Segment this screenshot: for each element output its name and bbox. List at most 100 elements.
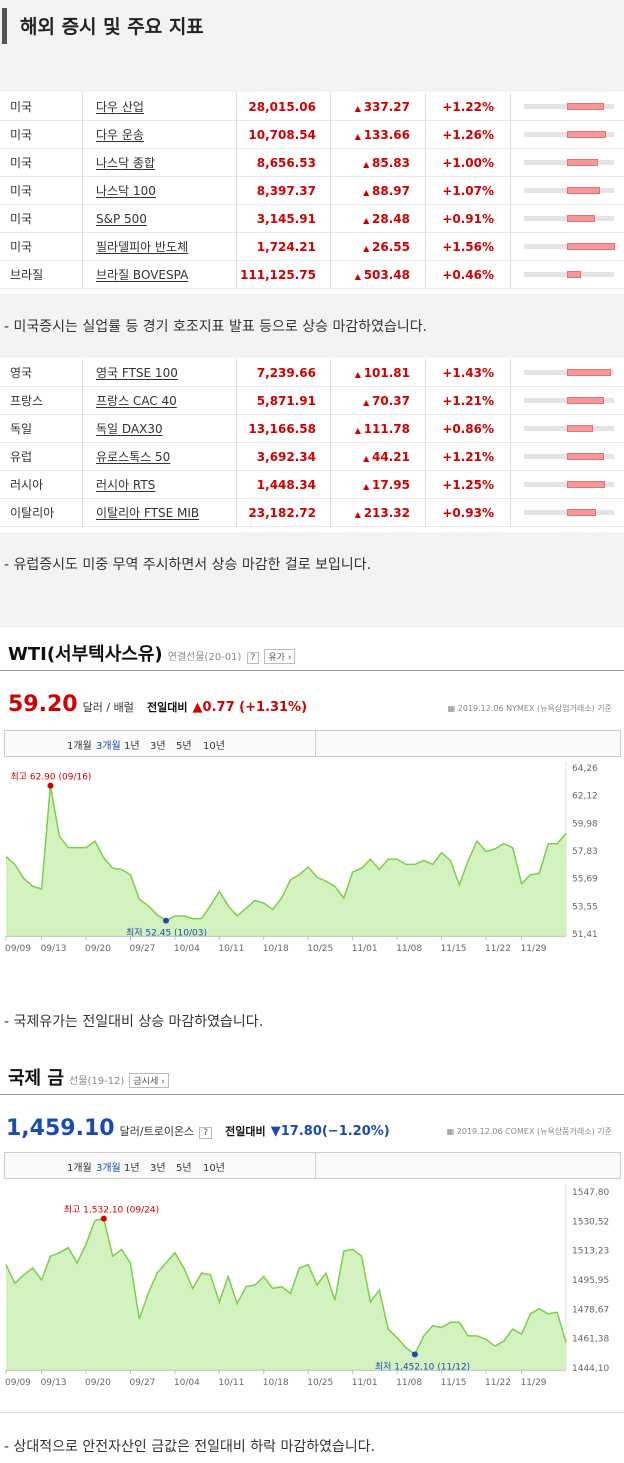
low-label: 최저 1,452.10 (11/12)	[375, 1361, 470, 1372]
period-tab[interactable]: 3개월	[96, 1163, 121, 1174]
index-pct: +0.86%	[442, 422, 494, 436]
period-tab[interactable]: 3년	[150, 741, 166, 752]
column-divider	[510, 149, 511, 177]
table-row: 이탈리아 이탈리아 FTSE MIB 23,182.72 ▲ 213.32 +0.93%	[0, 499, 624, 527]
y-tick-label: 1495,95	[572, 1276, 609, 1286]
table-row: 러시아 러시아 RTS 1,448.34 ▲ 17.95 +1.25%	[0, 471, 624, 499]
gold-title: 국제 금	[8, 1068, 64, 1089]
column-divider	[510, 121, 511, 149]
oil-title: WTI(서부텍사스유)	[8, 644, 163, 665]
period-tab[interactable]: 1개월	[67, 1163, 92, 1174]
period-tab[interactable]: 3년	[150, 1163, 166, 1174]
column-divider	[236, 359, 237, 387]
index-name-link[interactable]: 브라질 BOVESPA	[96, 268, 189, 282]
change-bar-fill	[567, 103, 604, 110]
x-tick-label: 09/20	[85, 944, 111, 954]
y-tick-label: 1478,67	[572, 1305, 609, 1315]
index-name-link[interactable]: S&P 500	[96, 212, 147, 226]
index-name-link[interactable]: 유로스톡스 50	[96, 450, 171, 464]
x-tick-label: 11/29	[521, 1378, 547, 1388]
column-divider	[330, 415, 331, 443]
index-name-link[interactable]: 나스닥 100	[96, 184, 156, 198]
column-divider	[82, 443, 83, 471]
column-divider	[330, 499, 331, 527]
index-name-link[interactable]: 프랑스 CAC 40	[96, 394, 177, 408]
index-value: 3,692.34	[256, 450, 316, 464]
index-change-value: 28.48	[372, 212, 410, 226]
index-change: ▲ 111.78	[330, 415, 410, 443]
gold-unit: 달러/트로이온스	[119, 1125, 195, 1138]
period-tab[interactable]: 10년	[203, 1163, 225, 1174]
index-name-link[interactable]: 나스닥 종합	[96, 156, 156, 170]
column-divider	[425, 471, 426, 499]
period-tab[interactable]: 5년	[176, 741, 192, 752]
period-tab[interactable]: 1년	[124, 741, 140, 752]
period-tab[interactable]: 1개월	[67, 741, 92, 752]
column-divider	[330, 233, 331, 261]
x-tick-label: 10/18	[263, 1378, 289, 1388]
index-change-value: 17.95	[372, 478, 410, 492]
index-change: ▲ 44.21	[330, 443, 410, 471]
gold-tag-button[interactable]: 금시세 ›	[129, 1073, 169, 1088]
calendar-icon: ▦	[447, 704, 456, 713]
index-name-link[interactable]: 다우 산업	[96, 100, 144, 114]
row-country: 러시아	[10, 478, 44, 492]
up-arrow-icon: ▲	[363, 454, 373, 463]
change-bar-fill	[567, 453, 604, 460]
index-name-link[interactable]: 필라델피아 반도체	[96, 240, 189, 254]
index-pct: +0.91%	[442, 212, 494, 226]
index-name-link[interactable]: 러시아 RTS	[96, 478, 156, 492]
note-us: - 미국증시는 실업률 등 경기 호조지표 발표 등으로 상승 마감하였습니다.	[4, 319, 428, 335]
gold-help-icon[interactable]: ?	[199, 1127, 213, 1139]
index-change-value: 213.32	[363, 506, 410, 520]
x-tick-label: 11/08	[396, 1378, 422, 1388]
index-change: ▲ 101.81	[330, 359, 410, 387]
gold-title-row: 국제 금 선물(19-12) 금시세 ›	[8, 1064, 169, 1090]
column-divider	[425, 149, 426, 177]
index-value: 1,448.34	[256, 478, 316, 492]
index-name-link[interactable]: 독일 DAX30	[96, 422, 163, 436]
column-divider	[82, 387, 83, 415]
column-divider	[82, 93, 83, 121]
section-header: 해외 증시 및 주요 지표	[0, 0, 624, 48]
index-pct: +1.00%	[442, 156, 494, 170]
column-divider	[82, 121, 83, 149]
index-change-value: 111.78	[363, 422, 410, 436]
index-name-link[interactable]: 영국 FTSE 100	[96, 366, 178, 380]
y-tick-label: 1444,10	[572, 1364, 609, 1374]
index-name-link[interactable]: 다우 운송	[96, 128, 144, 142]
row-country: 미국	[10, 128, 33, 142]
column-divider	[82, 149, 83, 177]
row-country: 브라질	[10, 268, 44, 282]
period-tab[interactable]: 3개월	[96, 741, 121, 752]
up-arrow-icon: ▲	[354, 510, 364, 519]
row-country: 유럽	[10, 450, 33, 464]
change-bar-fill	[567, 509, 596, 516]
header-spacer	[0, 48, 624, 92]
gold-title-divider	[0, 1094, 624, 1095]
index-change: ▲ 70.37	[330, 387, 410, 415]
change-bar-fill	[567, 369, 611, 376]
column-divider	[236, 499, 237, 527]
index-pct: +1.22%	[442, 100, 494, 114]
oil-help-icon[interactable]: ?	[246, 652, 260, 664]
period-tab[interactable]: 10년	[203, 741, 225, 752]
row-country: 미국	[10, 212, 33, 226]
index-name-link[interactable]: 이탈리아 FTSE MIB	[96, 506, 200, 520]
column-divider	[510, 261, 511, 289]
oil-contract: 연결선물(20-01)	[167, 652, 242, 663]
column-divider	[82, 205, 83, 233]
period-tab[interactable]: 5년	[176, 1163, 192, 1174]
column-divider	[236, 233, 237, 261]
gold-period-tabs: 1개월 3개월 1년 3년 5년 10년	[4, 1152, 621, 1179]
change-bar-fill	[567, 215, 595, 222]
index-value: 3,145.91	[256, 212, 316, 226]
column-divider	[236, 471, 237, 499]
column-divider	[425, 387, 426, 415]
column-divider	[82, 359, 83, 387]
index-value: 7,239.66	[256, 366, 316, 380]
period-tab[interactable]: 1년	[124, 1163, 140, 1174]
index-value: 10,708.54	[248, 128, 316, 142]
oil-tag-button[interactable]: 유가 ›	[264, 649, 296, 664]
gold-price: 1,459.10	[6, 1116, 115, 1141]
